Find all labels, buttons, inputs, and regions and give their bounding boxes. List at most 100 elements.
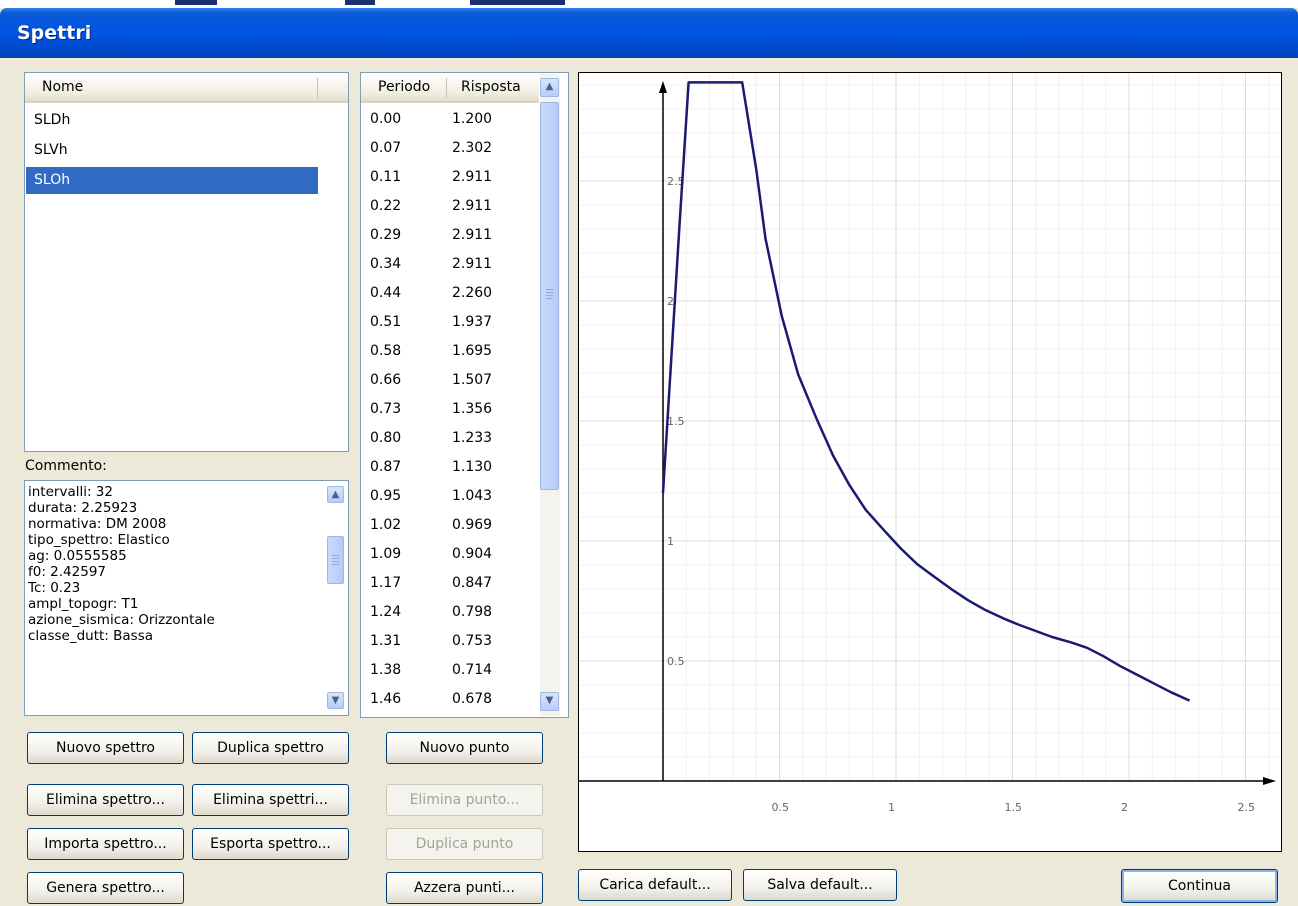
spectra-items: SLDh SLVh SLOh xyxy=(26,107,326,447)
period-cell: 0.00 xyxy=(370,111,402,127)
scroll-up-button[interactable]: ▲ xyxy=(540,78,559,97)
response-cell: 2.911 xyxy=(452,256,493,272)
x-tick-label: 0.5 xyxy=(772,801,790,814)
table-row[interactable]: 0.22 2.911 xyxy=(362,192,532,221)
duplicate-spectrum-button[interactable]: Duplica spettro xyxy=(192,732,349,764)
comment-scrollbar[interactable]: ▲ ▼ xyxy=(327,484,344,712)
table-row[interactable]: 0.07 2.302 xyxy=(362,134,532,163)
scroll-thumb[interactable] xyxy=(327,536,344,584)
table-row[interactable]: 0.73 1.356 xyxy=(362,395,532,424)
comment-line: azione_sismica: Orizzontale xyxy=(28,612,215,628)
table-row[interactable]: 1.46 0.678 xyxy=(362,685,532,714)
y-tick-label: 2 xyxy=(667,295,674,308)
table-row[interactable]: 0.51 1.937 xyxy=(362,308,532,337)
generate-spectrum-button[interactable]: Genera spettro... xyxy=(27,872,184,904)
response-cell: 0.678 xyxy=(452,691,493,707)
spectrum-curve xyxy=(661,81,1191,702)
points-rows: 0.00 1.200 0.07 2.302 0.11 2.911 0.22 2.911 0.29… xyxy=(362,105,538,717)
response-cell: 1.507 xyxy=(452,372,493,388)
response-cell: 1.233 xyxy=(452,430,493,446)
spectrum-list-item[interactable]: SLOh xyxy=(26,167,318,194)
y-axis-arrow xyxy=(659,81,667,93)
y-tick-label: 2.5 xyxy=(667,175,685,188)
x-tick-label: 2.5 xyxy=(1238,801,1256,814)
response-cell: 2.302 xyxy=(452,140,493,156)
table-row[interactable]: 0.66 1.507 xyxy=(362,366,532,395)
x-tick-label: 1.5 xyxy=(1005,801,1023,814)
export-spectrum-button[interactable]: Esporta spettro... xyxy=(192,828,349,860)
table-row[interactable]: 0.29 2.911 xyxy=(362,221,532,250)
screen-top-strip xyxy=(0,0,1298,8)
points-header: Periodo Risposta xyxy=(361,73,539,103)
table-row[interactable]: 0.34 2.911 xyxy=(362,250,532,279)
period-cell: 1.24 xyxy=(370,604,402,620)
table-row[interactable]: 0.80 1.233 xyxy=(362,424,532,453)
points-scrollbar[interactable]: ▲ ▼ xyxy=(540,74,560,716)
spettri-dialog: Spettri Nome SLDh SLVh SLOh Commento: inte… xyxy=(0,8,1298,906)
spectrum-chart-svg: 0.511.522.50.511.522.53 xyxy=(579,55,1281,814)
response-cell: 1.043 xyxy=(452,488,493,504)
table-row[interactable]: 1.09 0.904 xyxy=(362,540,532,569)
period-cell: 1.46 xyxy=(370,691,402,707)
delete-spectra-button[interactable]: Elimina spettri... xyxy=(192,784,349,816)
spectra-list[interactable]: Nome SLDh SLVh SLOh xyxy=(24,72,349,452)
continue-button[interactable]: Continua xyxy=(1121,869,1278,903)
column-header-risposta[interactable]: Risposta xyxy=(461,79,521,95)
y-tick-label: 0.5 xyxy=(667,655,685,668)
response-cell: 1.130 xyxy=(452,459,493,475)
comment-textarea[interactable]: intervalli: 32 durata: 2.25923 normativa: … xyxy=(24,480,349,716)
x-tick-label: 1 xyxy=(888,801,895,814)
table-row[interactable]: 1.17 0.847 xyxy=(362,569,532,598)
y-tick-label: 1 xyxy=(667,535,674,548)
table-row[interactable]: 0.11 2.911 xyxy=(362,163,532,192)
response-cell: 2.260 xyxy=(452,285,493,301)
table-row[interactable]: 1.24 0.798 xyxy=(362,598,532,627)
table-row[interactable]: 1.02 0.969 xyxy=(362,511,532,540)
delete-spectrum-button[interactable]: Elimina spettro... xyxy=(27,784,184,816)
delete-point-button: Elimina punto... xyxy=(386,784,543,816)
period-cell: 1.17 xyxy=(370,575,402,591)
response-cell: 2.911 xyxy=(452,227,493,243)
period-cell: 0.29 xyxy=(370,227,402,243)
save-default-button[interactable]: Salva default... xyxy=(743,869,897,901)
period-cell: 1.38 xyxy=(370,662,402,678)
table-row[interactable]: 0.95 1.043 xyxy=(362,482,532,511)
response-cell: 1.356 xyxy=(452,401,493,417)
comment-label: Commento: xyxy=(25,458,107,474)
scroll-down-button[interactable]: ▼ xyxy=(540,692,559,711)
comment-text: intervalli: 32 durata: 2.25923 normativa: … xyxy=(27,484,322,644)
import-spectrum-button[interactable]: Importa spettro... xyxy=(27,828,184,860)
column-header-nome[interactable]: Nome xyxy=(42,79,84,95)
points-table[interactable]: Periodo Risposta 0.00 1.200 0.07 2.302 0.11 2… xyxy=(360,72,569,718)
column-header-periodo[interactable]: Periodo xyxy=(378,79,431,95)
comment-line: Tc: 0.23 xyxy=(28,580,81,596)
spectrum-list-item[interactable]: SLVh xyxy=(34,142,68,158)
response-cell: 0.714 xyxy=(452,662,493,678)
period-cell: 0.66 xyxy=(370,372,402,388)
period-cell: 0.34 xyxy=(370,256,402,272)
new-spectrum-button[interactable]: Nuovo spettro xyxy=(27,732,184,764)
period-cell: 0.73 xyxy=(370,401,402,417)
new-point-button[interactable]: Nuovo punto xyxy=(386,732,543,764)
table-row[interactable]: 0.00 1.200 xyxy=(362,105,532,134)
table-row[interactable]: 0.58 1.695 xyxy=(362,337,532,366)
spectrum-chart: 0.511.522.50.511.522.53 xyxy=(578,55,1282,852)
period-cell: 0.87 xyxy=(370,459,402,475)
reset-points-button[interactable]: Azzera punti... xyxy=(386,872,543,904)
response-cell: 0.753 xyxy=(452,633,493,649)
table-row[interactable]: 1.31 0.753 xyxy=(362,627,532,656)
scroll-thumb[interactable] xyxy=(540,102,559,490)
comment-line: classe_dutt: Bassa xyxy=(28,628,153,644)
scroll-up-button[interactable]: ▲ xyxy=(327,486,344,503)
period-cell: 1.02 xyxy=(370,517,402,533)
table-row[interactable]: 0.87 1.130 xyxy=(362,453,532,482)
title-bar[interactable]: Spettri xyxy=(0,8,1298,58)
spectrum-list-item[interactable]: SLDh xyxy=(34,112,71,128)
period-cell: 0.07 xyxy=(370,140,402,156)
dialog-body: Nome SLDh SLVh SLOh Commento: intervalli: … xyxy=(0,55,1298,906)
load-default-button[interactable]: Carica default... xyxy=(578,869,732,901)
table-row[interactable]: 1.38 0.714 xyxy=(362,656,532,685)
x-axis-arrow xyxy=(1263,777,1276,785)
scroll-down-button[interactable]: ▼ xyxy=(327,692,344,709)
table-row[interactable]: 0.44 2.260 xyxy=(362,279,532,308)
